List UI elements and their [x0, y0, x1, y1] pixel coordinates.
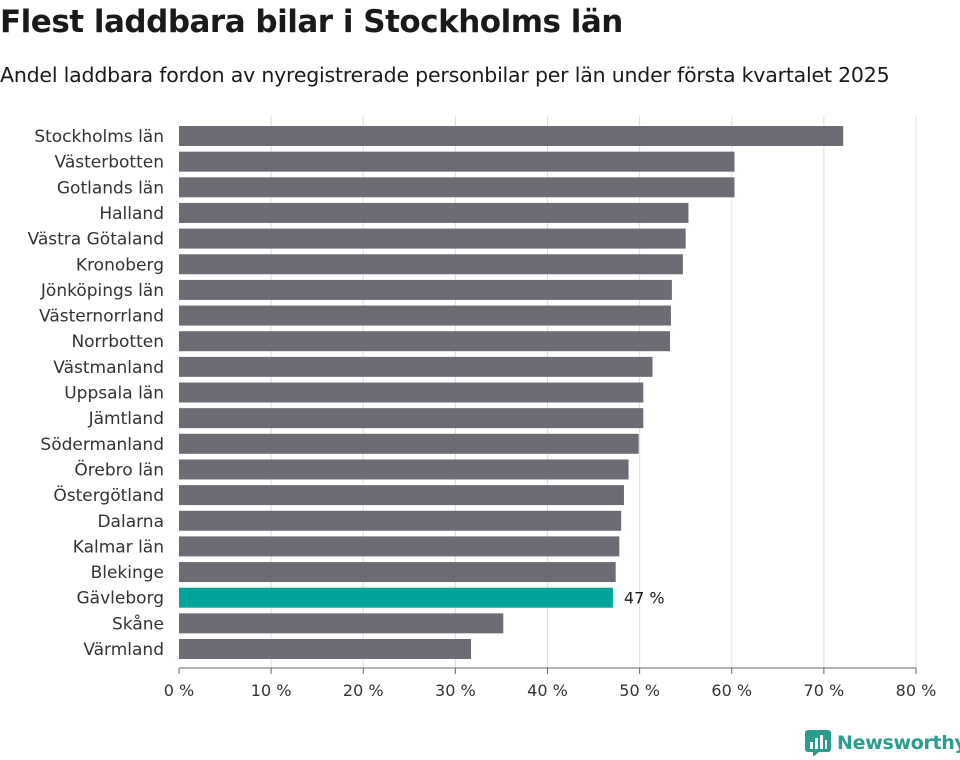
bar [179, 126, 844, 146]
bar [179, 151, 735, 172]
category-label: Norrbotten [71, 332, 164, 352]
x-tick-label: 10 % [251, 681, 292, 700]
x-tick-label: 40 % [527, 681, 568, 700]
bar [179, 331, 671, 352]
category-labels: Stockholms län Västerbotten Gotlands län Ha… [28, 127, 164, 660]
highlight-value-label: 47 % [624, 589, 665, 608]
bar [179, 536, 620, 557]
x-axis: 0 % 10 % 20 % 30 % 40 % 50 % 60 % 70 % 80 % [164, 667, 937, 700]
x-tick-label: 20 % [343, 681, 384, 700]
x-tick-label: 0 % [164, 681, 194, 700]
category-label: Skåne [112, 613, 164, 634]
bar [179, 382, 644, 403]
newsworthy-logo: Newsworthy [805, 730, 960, 756]
bar [179, 639, 472, 659]
category-label: Örebro län [74, 458, 164, 480]
x-tick-label: 30 % [435, 681, 476, 700]
category-label: Kalmar län [73, 537, 164, 557]
bars: 47 % [179, 126, 844, 659]
category-label: Blekinge [91, 563, 164, 583]
bar [179, 485, 624, 506]
category-label: Stockholms län [34, 127, 164, 147]
bar [179, 356, 653, 377]
x-tick-label: 70 % [804, 681, 845, 700]
category-label: Gävleborg [76, 589, 164, 609]
category-label: Jönköpings län [40, 281, 164, 301]
bar [179, 254, 683, 275]
bar [179, 408, 644, 429]
bar [179, 433, 639, 454]
bar [179, 305, 671, 326]
x-tick-label: 50 % [619, 681, 660, 700]
category-label: Uppsala län [64, 384, 164, 404]
category-label: Kronoberg [76, 255, 164, 275]
bar [179, 228, 686, 249]
bar-highlight [179, 587, 613, 608]
category-label: Halland [99, 204, 164, 224]
category-label: Södermanland [40, 435, 164, 455]
x-tick-label: 60 % [711, 681, 752, 700]
category-label: Västra Götaland [28, 230, 164, 250]
bar [179, 202, 689, 223]
bar [179, 279, 672, 300]
bar [179, 510, 622, 531]
bar [179, 613, 504, 634]
brand-name: Newsworthy [837, 732, 960, 754]
category-label: Gotlands län [57, 178, 164, 198]
category-label: Västernorrland [39, 307, 164, 327]
category-label: Värmland [83, 640, 164, 660]
bar [179, 177, 735, 198]
x-tick-label: 80 % [896, 681, 937, 700]
newsworthy-chart-icon [805, 730, 831, 756]
category-label: Jämtland [88, 409, 164, 429]
chart-title: Flest laddbara bilar i Stockholms län [0, 4, 623, 40]
category-label: Västerbotten [55, 153, 164, 173]
category-label: Västmanland [53, 358, 164, 378]
category-label: Dalarna [97, 512, 164, 532]
bar [179, 562, 616, 583]
bar [179, 459, 629, 480]
chart-subtitle: Andel laddbara fordon av nyregistrerade … [0, 63, 890, 87]
category-label: Östergötland [53, 484, 164, 506]
bar-chart: 47 % Stockholms län Västerbotten Gotlands … [28, 116, 937, 700]
